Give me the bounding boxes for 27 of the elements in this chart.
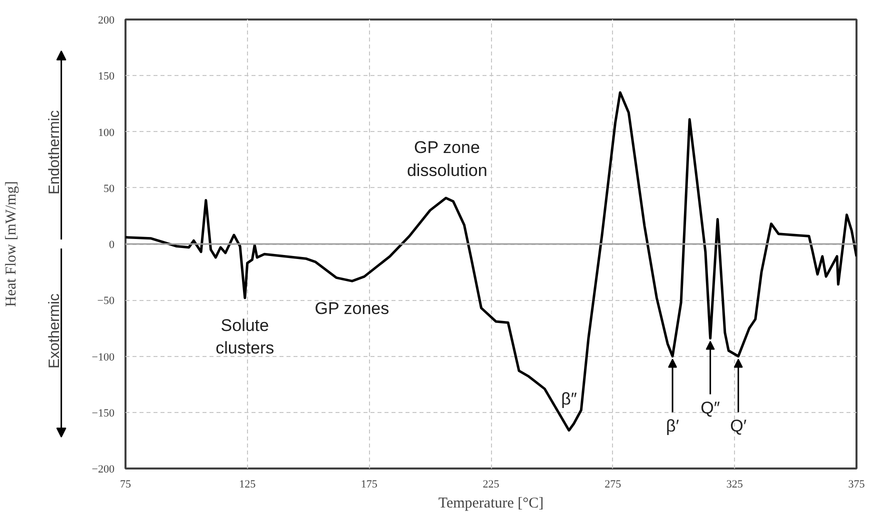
y-tick-label: −100	[92, 351, 115, 364]
text: Exothermic	[46, 292, 63, 369]
y-tick-label: 50	[104, 182, 115, 195]
y-axis-title: Heat Flow [mW/mg]	[4, 181, 20, 307]
annotation: β′	[666, 416, 680, 436]
annotation: Q′	[730, 416, 747, 436]
x-tick-label: 325	[726, 478, 744, 490]
y-tick-label: −150	[92, 407, 115, 420]
x-tick-label: 175	[360, 478, 378, 490]
annotation: GP zones	[314, 299, 390, 318]
y-tick-label: −200	[92, 464, 115, 476]
x-tick-label: 75	[120, 478, 132, 490]
annotation: Solute clusters	[216, 316, 274, 358]
text: Endothermic	[46, 110, 63, 195]
x-tick-label: 125	[239, 478, 256, 490]
y-tick-label: −50	[97, 295, 115, 308]
x-tick-label: 225	[482, 478, 500, 490]
annotation: β″	[561, 389, 577, 408]
x-tick-label: 375	[848, 478, 866, 490]
annotation: Q″	[700, 398, 720, 418]
y-tick-label: 150	[98, 70, 115, 83]
x-tick-label: 275	[604, 478, 622, 490]
y-tick-label: 100	[98, 126, 115, 139]
y-tick-label: 200	[98, 14, 115, 26]
y-tick-label: 0	[109, 239, 115, 251]
annotation: GP zone dissolution	[406, 138, 488, 180]
x-axis-title: Temperature [°C]	[438, 496, 544, 512]
